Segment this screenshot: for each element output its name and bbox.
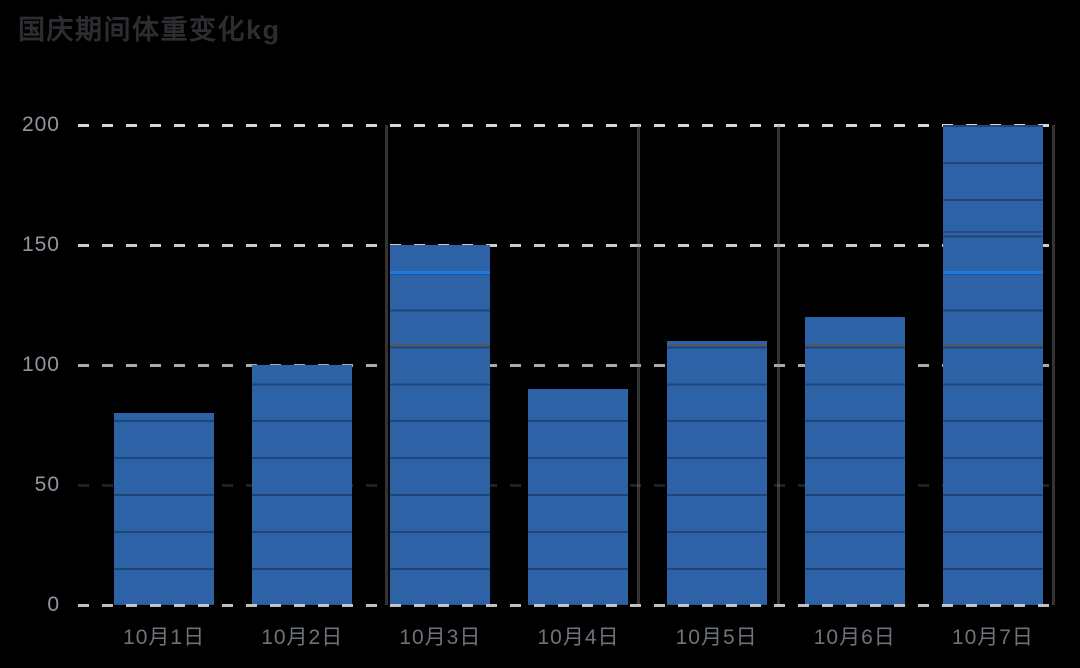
bar-band-texture bbox=[942, 125, 1043, 605]
plot-area: 10月1日 10月2日 10月3日 10月4日 10月5日 10月6日 10月7日 bbox=[78, 123, 1062, 649]
bar-slot bbox=[786, 125, 924, 605]
bar-band-texture bbox=[390, 245, 491, 605]
reference-line bbox=[942, 231, 1043, 233]
reference-line bbox=[942, 270, 1043, 274]
bar-10月2日 bbox=[252, 365, 353, 605]
chart-title: 国庆期间体重变化kg bbox=[18, 15, 281, 45]
gridline-0 bbox=[78, 603, 1062, 607]
bar-10月3日 bbox=[390, 245, 491, 605]
x-axis: 10月1日 10月2日 10月3日 10月4日 10月5日 10月6日 10月7日 bbox=[95, 621, 1062, 651]
bar-band-texture bbox=[252, 365, 353, 605]
gridline-100 bbox=[78, 363, 1062, 367]
bar-10月5日 bbox=[666, 341, 767, 605]
bar-10月6日 bbox=[804, 317, 905, 605]
x-axis-label: 10月7日 bbox=[951, 626, 1034, 649]
gridline-200 bbox=[78, 123, 1062, 127]
bar-slot bbox=[924, 125, 1062, 605]
vertical-guide-line bbox=[1052, 125, 1055, 605]
reference-line bbox=[942, 343, 1043, 346]
reference-line bbox=[390, 270, 491, 274]
reference-line bbox=[804, 343, 905, 346]
x-axis-label: 10月3日 bbox=[399, 626, 482, 649]
x-axis-label: 10月5日 bbox=[675, 626, 758, 649]
bar-slot bbox=[509, 125, 647, 605]
reference-line bbox=[666, 343, 767, 346]
y-axis: 200 150 100 50 0 bbox=[0, 113, 60, 616]
x-axis-label: 10月2日 bbox=[261, 626, 344, 649]
bars-layer bbox=[95, 125, 1062, 605]
bar-10月4日 bbox=[528, 389, 629, 605]
bar-slot bbox=[371, 125, 509, 605]
bar-slot bbox=[648, 125, 786, 605]
y-axis-tick-label: 150 bbox=[21, 233, 60, 256]
vertical-guide-line bbox=[777, 125, 780, 605]
gridline-150 bbox=[78, 243, 1062, 247]
bar-slot bbox=[233, 125, 371, 605]
y-axis-tick-label: 100 bbox=[21, 353, 60, 376]
bar-band-texture bbox=[114, 413, 215, 605]
bar-band-texture bbox=[528, 389, 629, 605]
vertical-guide-line bbox=[637, 125, 640, 605]
bar-slot bbox=[95, 125, 233, 605]
y-axis-tick-label: 200 bbox=[21, 113, 60, 136]
x-axis-label: 10月4日 bbox=[537, 626, 620, 649]
y-axis-tick-label: 50 bbox=[34, 473, 60, 496]
x-axis-label: 10月6日 bbox=[813, 626, 896, 649]
y-axis-tick-label: 0 bbox=[47, 593, 60, 616]
bar-10月1日 bbox=[114, 413, 215, 605]
reference-line bbox=[390, 343, 491, 346]
bar-10月7日 bbox=[942, 125, 1043, 605]
x-axis-label: 10月1日 bbox=[123, 626, 206, 649]
bar-band-texture bbox=[666, 341, 767, 605]
bar-band-texture bbox=[804, 317, 905, 605]
vertical-guide-line bbox=[385, 125, 388, 605]
